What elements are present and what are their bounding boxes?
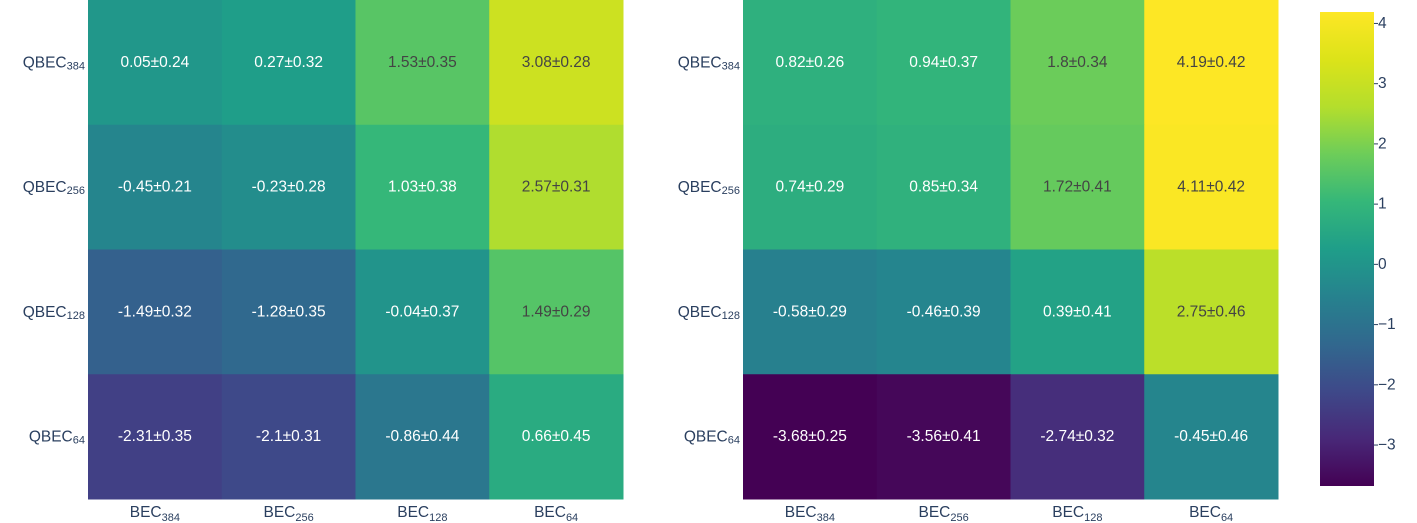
heatmap-cell xyxy=(88,124,223,250)
colorbar-tick-label: 3 xyxy=(1378,75,1387,92)
cell-label: 0.94±0.37 xyxy=(909,54,978,71)
heatmap-left: 0.05±0.24 0.27±0.32 1.53±0.35 3.08±0.28 -0.4… xyxy=(23,0,624,523)
heatmap-cell xyxy=(1144,124,1279,250)
heatmap-cell xyxy=(1144,249,1279,375)
heatmap-cell xyxy=(743,0,878,126)
heatmap-cell xyxy=(1010,0,1145,126)
y-tick-label: QBEC128 xyxy=(678,303,740,322)
cell-label: 2.57±0.31 xyxy=(522,179,591,196)
heatmap-cell xyxy=(489,124,624,250)
heatmap-cell xyxy=(221,0,356,126)
heatmap-cell xyxy=(355,374,490,500)
cell-label: -2.31±0.35 xyxy=(118,428,192,445)
cell-label: -0.45±0.21 xyxy=(118,179,192,196)
cell-label: -0.04±0.37 xyxy=(385,303,459,320)
cell-label: 2.75±0.46 xyxy=(1177,303,1246,320)
heatmap-cell xyxy=(1010,124,1145,250)
y-tick-label: QBEC256 xyxy=(23,179,85,198)
cell-label: -0.58±0.29 xyxy=(773,303,847,320)
heatmap-cell xyxy=(355,249,490,375)
y-tick-label: QBEC256 xyxy=(678,179,740,198)
cell-label: -2.1±0.31 xyxy=(256,428,321,445)
cell-label: -1.28±0.35 xyxy=(252,303,326,320)
colorbar-tick-label: 4 xyxy=(1378,15,1387,32)
heatmap-cell xyxy=(1144,374,1279,500)
colorbar-gradient xyxy=(1320,12,1374,486)
cell-label: 3.08±0.28 xyxy=(522,54,591,71)
x-tick-label: BEC128 xyxy=(397,504,447,523)
heatmap-cell xyxy=(1010,374,1145,500)
heatmap-cell xyxy=(88,249,223,375)
x-tick-label: BEC64 xyxy=(1189,504,1233,523)
heatmap-cell xyxy=(88,374,223,500)
cell-label: 0.82±0.26 xyxy=(775,54,844,71)
heatmap-cell xyxy=(221,374,356,500)
heatmap-right: 0.82±0.26 0.94±0.37 1.8±0.34 4.19±0.42 0.74±… xyxy=(678,0,1279,523)
heatmap-cell xyxy=(1144,0,1279,126)
colorbar-tick-label: −3 xyxy=(1378,437,1396,454)
cell-label: 1.49±0.29 xyxy=(522,303,591,320)
cell-label: 0.74±0.29 xyxy=(775,179,844,196)
cell-label: -0.45±0.46 xyxy=(1174,428,1248,445)
colorbar-tick-label: 2 xyxy=(1378,135,1387,152)
cell-label: 0.05±0.24 xyxy=(120,54,189,71)
heatmap-cell xyxy=(743,249,878,375)
y-tick-label: QBEC128 xyxy=(23,303,85,322)
cell-label: -2.74±0.32 xyxy=(1040,428,1114,445)
heatmap-cell xyxy=(876,374,1011,500)
cell-label: 4.11±0.42 xyxy=(1177,179,1245,196)
heatmap-cell xyxy=(876,0,1011,126)
heatmap-cell xyxy=(355,124,490,250)
heatmap-cell xyxy=(876,249,1011,375)
x-tick-label: BEC256 xyxy=(919,504,969,523)
colorbar-tick-label: 0 xyxy=(1378,256,1387,273)
cell-label: -0.86±0.44 xyxy=(385,428,459,445)
heatmap-cell xyxy=(221,124,356,250)
y-tick-label: QBEC64 xyxy=(684,428,740,447)
heatmap-cell xyxy=(1010,249,1145,375)
heatmap-cell xyxy=(876,124,1011,250)
cell-label: 0.39±0.41 xyxy=(1043,303,1112,320)
cell-label: -1.49±0.32 xyxy=(118,303,192,320)
x-tick-label: BEC128 xyxy=(1052,504,1102,523)
x-tick-label: BEC384 xyxy=(130,504,180,523)
cell-label: 0.27±0.32 xyxy=(254,54,323,71)
y-tick-label: QBEC384 xyxy=(678,54,740,73)
y-tick-label: QBEC64 xyxy=(29,428,85,447)
heatmap-cell xyxy=(221,249,356,375)
colorbar-tick-label: 1 xyxy=(1378,196,1387,213)
cell-label: 1.8±0.34 xyxy=(1047,54,1108,71)
x-tick-label: BEC64 xyxy=(534,504,578,523)
heatmap-cell xyxy=(88,0,223,126)
heatmap-cell xyxy=(743,124,878,250)
cell-label: 1.72±0.41 xyxy=(1043,179,1112,196)
cell-label: -3.68±0.25 xyxy=(773,428,847,445)
heatmap-cell xyxy=(489,0,624,126)
colorbar-tick-label: −2 xyxy=(1378,376,1396,393)
cell-label: -0.46±0.39 xyxy=(907,303,981,320)
x-tick-label: BEC256 xyxy=(264,504,314,523)
cell-label: 1.53±0.35 xyxy=(388,54,457,71)
heatmap-cell xyxy=(743,374,878,500)
heatmap-cell xyxy=(489,249,624,375)
y-tick-label: QBEC384 xyxy=(23,54,85,73)
cell-label: 1.03±0.38 xyxy=(388,179,457,196)
cell-label: 0.66±0.45 xyxy=(522,428,591,445)
heatmap-cell xyxy=(355,0,490,126)
x-tick-label: BEC384 xyxy=(785,504,835,523)
heatmap-cell xyxy=(489,374,624,500)
colorbar: 4 3 2 1 0 −1 −2 −3 xyxy=(1320,12,1396,486)
cell-label: -3.56±0.41 xyxy=(907,428,981,445)
cell-label: 4.19±0.42 xyxy=(1177,54,1246,71)
cell-label: -0.23±0.28 xyxy=(252,179,326,196)
cell-label: 0.85±0.34 xyxy=(909,179,978,196)
colorbar-tick-label: −1 xyxy=(1378,316,1396,333)
